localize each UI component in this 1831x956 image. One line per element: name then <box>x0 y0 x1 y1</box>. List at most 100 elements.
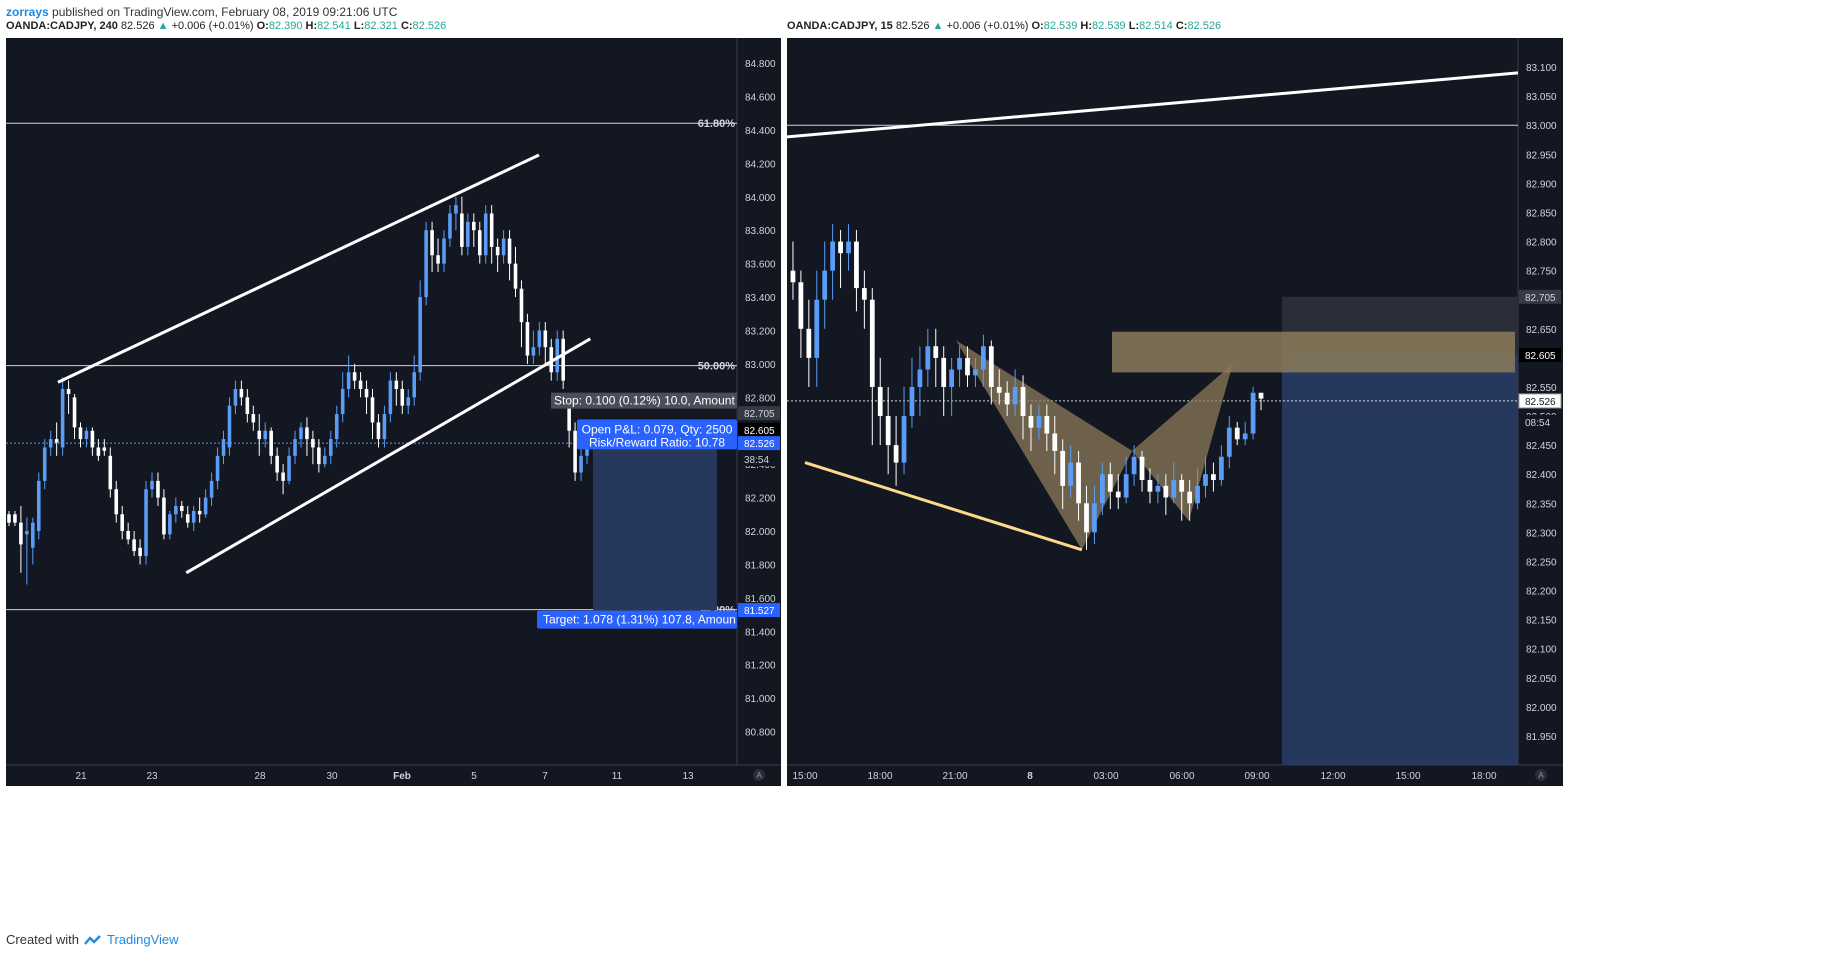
right-candle-body <box>1139 456 1145 481</box>
left-candle-body <box>466 221 470 247</box>
right-y-tick-3: 82.950 <box>1526 150 1557 161</box>
left-channel-line-1[interactable] <box>185 337 592 575</box>
left-candle-body <box>418 297 422 373</box>
right-pattern-bcd[interactable] <box>1132 363 1233 521</box>
right-y-tick-1: 83.050 <box>1526 92 1557 103</box>
author-name[interactable]: zorrays <box>6 5 49 19</box>
left-candle-body <box>13 514 17 523</box>
left-candle-body <box>561 338 565 381</box>
right-candle-body <box>996 386 1002 393</box>
right-candle-body <box>1250 392 1256 434</box>
left-y-tick-2: 84.400 <box>745 126 776 137</box>
left-candle-body <box>138 547 142 557</box>
left-target-zone[interactable] <box>593 429 717 611</box>
right-x-tick-5: 06:00 <box>1169 771 1194 782</box>
left-candle-body <box>269 430 273 456</box>
right-x-tick-1: 18:00 <box>867 771 892 782</box>
right-y-tick-14: 82.400 <box>1526 470 1557 481</box>
left-rr-label: Risk/Reward Ratio: 10.78 <box>589 435 725 449</box>
left-y-tick-5: 83.800 <box>745 226 776 237</box>
left-candle-body <box>287 455 291 481</box>
left-y-tick-10: 82.800 <box>745 393 776 404</box>
right-candle-body <box>1258 392 1264 399</box>
left-candle-body <box>305 427 309 440</box>
chart-panel-15[interactable]: OANDA:CADJPY, 15 82.526 ▲ +0.006 (+0.01%… <box>787 17 1563 786</box>
left-candle-body <box>54 439 59 443</box>
left-candle-body <box>96 447 101 456</box>
left-y-tick-3: 84.200 <box>745 159 776 170</box>
left-candle-body <box>209 480 214 498</box>
left-candle-body <box>394 380 399 389</box>
left-price-tag-0 <box>738 406 780 421</box>
left-candle-body <box>102 447 107 451</box>
right-candle-body <box>1107 474 1113 492</box>
chart-panel-240[interactable]: OANDA:CADJPY, 240 82.526 ▲ +0.006 (+0.01… <box>6 17 781 786</box>
publish-header: zorrays published on TradingView.com, Fe… <box>6 5 397 19</box>
right-price-tag-label-0: 82.705 <box>1525 293 1556 304</box>
right-y-tick-13: 82.450 <box>1526 441 1557 452</box>
left-y-tick-13: 82.200 <box>745 494 776 505</box>
left-candle-body <box>460 213 464 247</box>
left-candle-body <box>525 322 530 356</box>
right-candle-body <box>1203 474 1208 486</box>
left-candle-body <box>150 480 154 490</box>
left-candle-body <box>567 405 571 431</box>
tradingview-brand[interactable]: TradingView <box>106 932 179 947</box>
left-target-label-bg <box>537 610 737 629</box>
left-candle-body <box>513 263 518 289</box>
right-x-tick-8: 15:00 <box>1395 771 1420 782</box>
left-x-tick-5: 5 <box>471 771 477 782</box>
left-candle-body <box>531 347 536 356</box>
left-price-tag-2 <box>738 436 780 451</box>
right-candle-body <box>941 357 947 387</box>
left-price-tag-label-0: 82.705 <box>744 409 775 420</box>
left-candle-body <box>48 439 53 448</box>
footer: Created with TradingView <box>6 932 179 947</box>
left-candle-body <box>293 439 297 456</box>
right-candle-body <box>1115 491 1121 498</box>
right-candle-body <box>957 357 962 370</box>
left-auto-scale-button[interactable] <box>753 769 765 781</box>
right-candle-body <box>1084 503 1089 533</box>
left-candle-body <box>376 422 381 440</box>
right-auto-scale-button[interactable] <box>1535 769 1547 781</box>
right-y-tick-6: 82.800 <box>1526 238 1557 249</box>
right-candle-body <box>909 386 915 417</box>
right-y-tick-2: 83.000 <box>1526 121 1557 132</box>
left-candle-body <box>120 514 124 532</box>
left-title: OANDA:CADJPY, 240 82.526 ▲ +0.006 (+0.01… <box>6 20 446 32</box>
right-auto-scale-label: A <box>1538 771 1544 780</box>
right-y-tick-4: 82.900 <box>1526 179 1557 190</box>
left-candle-body <box>489 213 494 247</box>
right-candle-body <box>933 346 939 358</box>
left-candle-body <box>180 505 184 511</box>
tradingview-logo-icon <box>84 934 101 945</box>
left-candle-body <box>275 455 279 473</box>
right-target-zone[interactable] <box>1282 354 1518 765</box>
left-candle-body <box>60 388 65 448</box>
right-resistance-line[interactable] <box>787 71 1519 139</box>
right-candle-body <box>1211 474 1216 481</box>
left-price-tag-3 <box>738 452 780 467</box>
left-candle-body <box>382 414 387 440</box>
right-candle-body <box>1218 456 1224 481</box>
left-fib-label-1: 50.00% <box>698 361 736 373</box>
right-candle-body <box>1234 427 1240 440</box>
right-candle-body <box>1163 485 1169 498</box>
right-candle-body <box>838 241 843 254</box>
right-trendline[interactable] <box>804 461 1083 552</box>
right-candle-body <box>980 346 986 370</box>
left-x-tick-7: 11 <box>612 771 623 782</box>
right-candle-body <box>822 270 828 300</box>
right-candle-body <box>965 357 970 376</box>
left-candle-body <box>430 230 434 256</box>
left-channel-line-0[interactable] <box>57 153 540 384</box>
right-candle-body <box>893 445 899 463</box>
left-candle-body <box>555 338 560 373</box>
right-x-tick-4: 03:00 <box>1093 771 1118 782</box>
right-price-tag-label-3: 08:54 <box>1525 418 1550 429</box>
right-supply-zone[interactable] <box>1112 331 1515 373</box>
left-y-tick-18: 81.200 <box>745 661 776 672</box>
left-candle-body <box>573 430 577 473</box>
left-candle-body <box>221 439 226 456</box>
